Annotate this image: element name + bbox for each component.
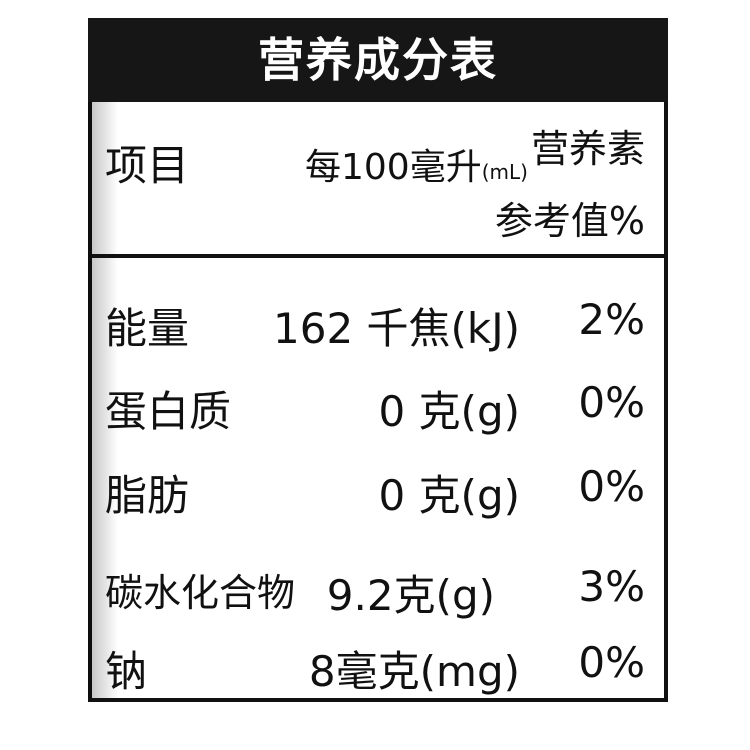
row-energy-name: 能量 [105, 304, 190, 353]
row-sodium-value: 8毫克(mg) [308, 647, 520, 696]
header-nrv-2: 参考值% [494, 199, 645, 243]
row-sodium-nrv: 0% [578, 638, 645, 687]
header-row [92, 102, 664, 258]
header-nrv-1: 营养素 [530, 127, 645, 171]
header-per: 每100毫升(mL) [305, 138, 528, 190]
row-fat-nrv: 0% [578, 462, 645, 511]
row-carb-value: 9.2克(g) [326, 571, 495, 620]
row-carb-name: 碳水化合物 [105, 571, 296, 615]
label-title: 营养成分表 [88, 18, 668, 102]
header-per-unit: (mL) [481, 160, 528, 184]
row-carb-nrv: 3% [578, 562, 645, 611]
row-protein-nrv: 0% [578, 378, 645, 427]
row-protein-value: 0 克(g) [378, 387, 520, 436]
row-energy-value: 162 千焦(kJ) [273, 304, 520, 353]
row-sodium-name: 钠 [105, 647, 148, 696]
nutrition-label [88, 18, 668, 702]
row-fat-name: 脂肪 [105, 471, 190, 520]
header-item: 项目 [105, 141, 190, 190]
row-fat-value: 0 克(g) [378, 471, 520, 520]
row-protein-name: 蛋白质 [105, 387, 232, 436]
shadow [88, 18, 118, 698]
header-per-text: 每100毫升 [305, 147, 482, 188]
row-energy-nrv: 2% [578, 295, 645, 344]
